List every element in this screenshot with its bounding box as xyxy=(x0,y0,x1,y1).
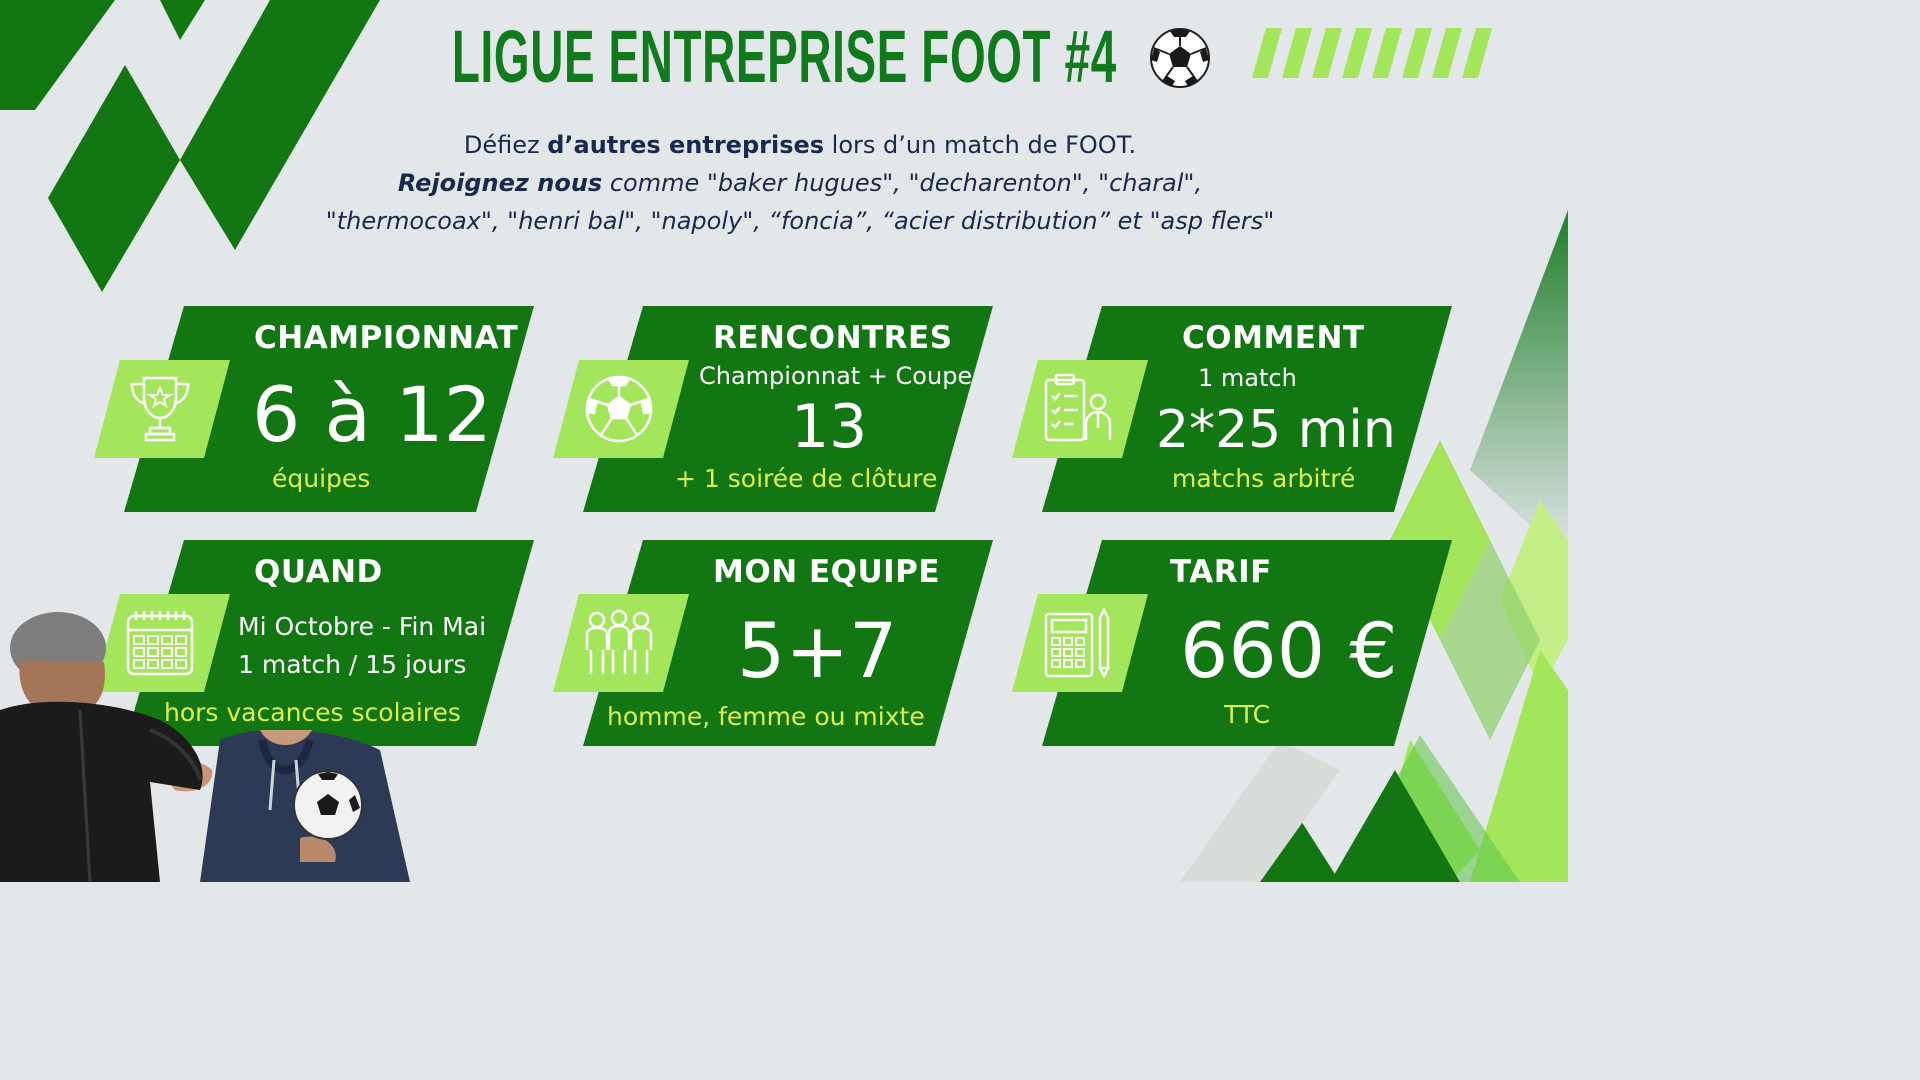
card-note: homme, femme ou mixte xyxy=(607,702,925,731)
card-value: 5+7 xyxy=(737,606,898,695)
card-title: COMMENT xyxy=(1182,320,1365,356)
card-subtitle: Championnat + Coupe xyxy=(699,362,973,390)
intro-text: Défiez d’autres entreprises lors d’un ma… xyxy=(180,126,1420,240)
calendar-icon xyxy=(126,611,194,676)
card-title: CHAMPIONNAT xyxy=(254,320,519,356)
calculator-icon xyxy=(1044,607,1110,679)
stripes-decoration xyxy=(1252,28,1492,78)
card-value: 6 à 12 xyxy=(252,370,492,459)
card-note: équipes xyxy=(272,464,371,493)
page-title: LIGUE ENTREPRISE FOOT #4 xyxy=(451,15,1117,98)
card-note: matchs arbitré xyxy=(1172,464,1356,493)
intro-line-1: Défiez d’autres entreprises lors d’un ma… xyxy=(463,131,1137,159)
card-note: + 1 soirée de clôture xyxy=(675,464,938,493)
icon-box xyxy=(94,594,230,692)
card-championnat: CHAMPIONNAT 6 à 12 équipes xyxy=(94,306,534,512)
icon-box xyxy=(553,360,689,458)
card-title: QUAND xyxy=(254,554,383,590)
team-icon xyxy=(585,609,653,674)
icon-box xyxy=(553,594,689,692)
trophy-icon xyxy=(130,376,190,442)
icon-box xyxy=(94,360,230,458)
background-shapes xyxy=(0,0,1568,882)
card-line-1: Mi Octobre - Fin Mai xyxy=(238,612,487,641)
icon-box xyxy=(1012,360,1148,458)
card-value: 2*25 min xyxy=(1156,400,1396,460)
soccer-ball-icon xyxy=(585,375,653,443)
card-note: hors vacances scolaires xyxy=(164,698,461,727)
card-value: 660 € xyxy=(1180,606,1398,695)
card-rencontres: RENCONTRES Championnat + Coupe 13 + 1 so… xyxy=(553,306,993,512)
card-tarif: TARIF 660 € TTC xyxy=(1012,540,1452,746)
card-comment: COMMENT 1 match 2*25 min matchs arbitré xyxy=(1012,306,1452,512)
card-title: RENCONTRES xyxy=(713,320,953,356)
card-note: TTC xyxy=(1224,700,1271,729)
card-value: 13 xyxy=(791,392,868,462)
card-quand: QUAND Mi Octobre - Fin Mai 1 match / 15 … xyxy=(94,540,534,746)
soccer-ball-icon xyxy=(1150,28,1210,88)
clipboard-referee-icon xyxy=(1044,373,1112,442)
card-line-2: 1 match / 15 jours xyxy=(238,650,467,679)
players-handshake-illustration xyxy=(0,612,410,882)
card-title: TARIF xyxy=(1170,554,1272,590)
card-subtitle: 1 match xyxy=(1198,364,1297,392)
card-title: MON EQUIPE xyxy=(713,554,941,590)
intro-line-3: "thermocoax", "henri bal", "napoly", “fo… xyxy=(325,207,1275,235)
card-mon-equipe: MON EQUIPE 5+7 homme, femme ou mixte xyxy=(553,540,993,746)
intro-line-2: Rejoignez nous comme "baker hugues", "de… xyxy=(397,169,1203,197)
icon-box xyxy=(1012,594,1148,692)
